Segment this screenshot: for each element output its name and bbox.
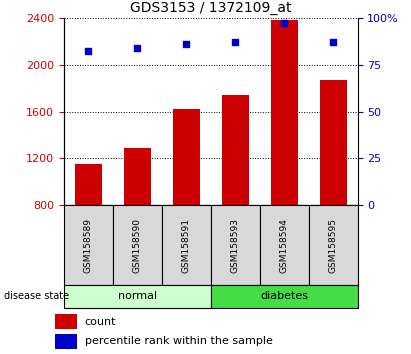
Bar xyxy=(173,109,200,205)
Point xyxy=(232,39,238,45)
Text: GSM158594: GSM158594 xyxy=(279,218,289,273)
Bar xyxy=(75,164,102,205)
Bar xyxy=(113,205,162,285)
Text: diabetes: diabetes xyxy=(260,291,308,302)
Bar xyxy=(64,205,113,285)
Bar xyxy=(309,205,358,285)
Bar xyxy=(162,205,211,285)
Text: GSM158589: GSM158589 xyxy=(84,218,93,273)
Bar xyxy=(124,148,151,205)
Text: disease state: disease state xyxy=(4,291,69,302)
Bar xyxy=(55,314,77,329)
Bar xyxy=(320,80,346,205)
Text: GSM158595: GSM158595 xyxy=(328,218,337,273)
Title: GDS3153 / 1372109_at: GDS3153 / 1372109_at xyxy=(130,1,291,15)
Point xyxy=(281,21,287,26)
Bar xyxy=(270,20,298,205)
Bar xyxy=(211,285,358,308)
Point xyxy=(183,41,189,47)
Text: GSM158591: GSM158591 xyxy=(182,218,191,273)
Text: percentile rank within the sample: percentile rank within the sample xyxy=(85,336,272,346)
Bar xyxy=(64,285,210,308)
Bar xyxy=(211,205,260,285)
Bar xyxy=(222,95,249,205)
Bar xyxy=(55,334,77,348)
Point xyxy=(85,48,92,54)
Point xyxy=(330,39,336,45)
Text: normal: normal xyxy=(118,291,157,302)
Text: GSM158593: GSM158593 xyxy=(231,218,240,273)
Bar xyxy=(260,205,309,285)
Point xyxy=(134,45,141,51)
Text: GSM158590: GSM158590 xyxy=(133,218,142,273)
Text: count: count xyxy=(85,316,116,327)
